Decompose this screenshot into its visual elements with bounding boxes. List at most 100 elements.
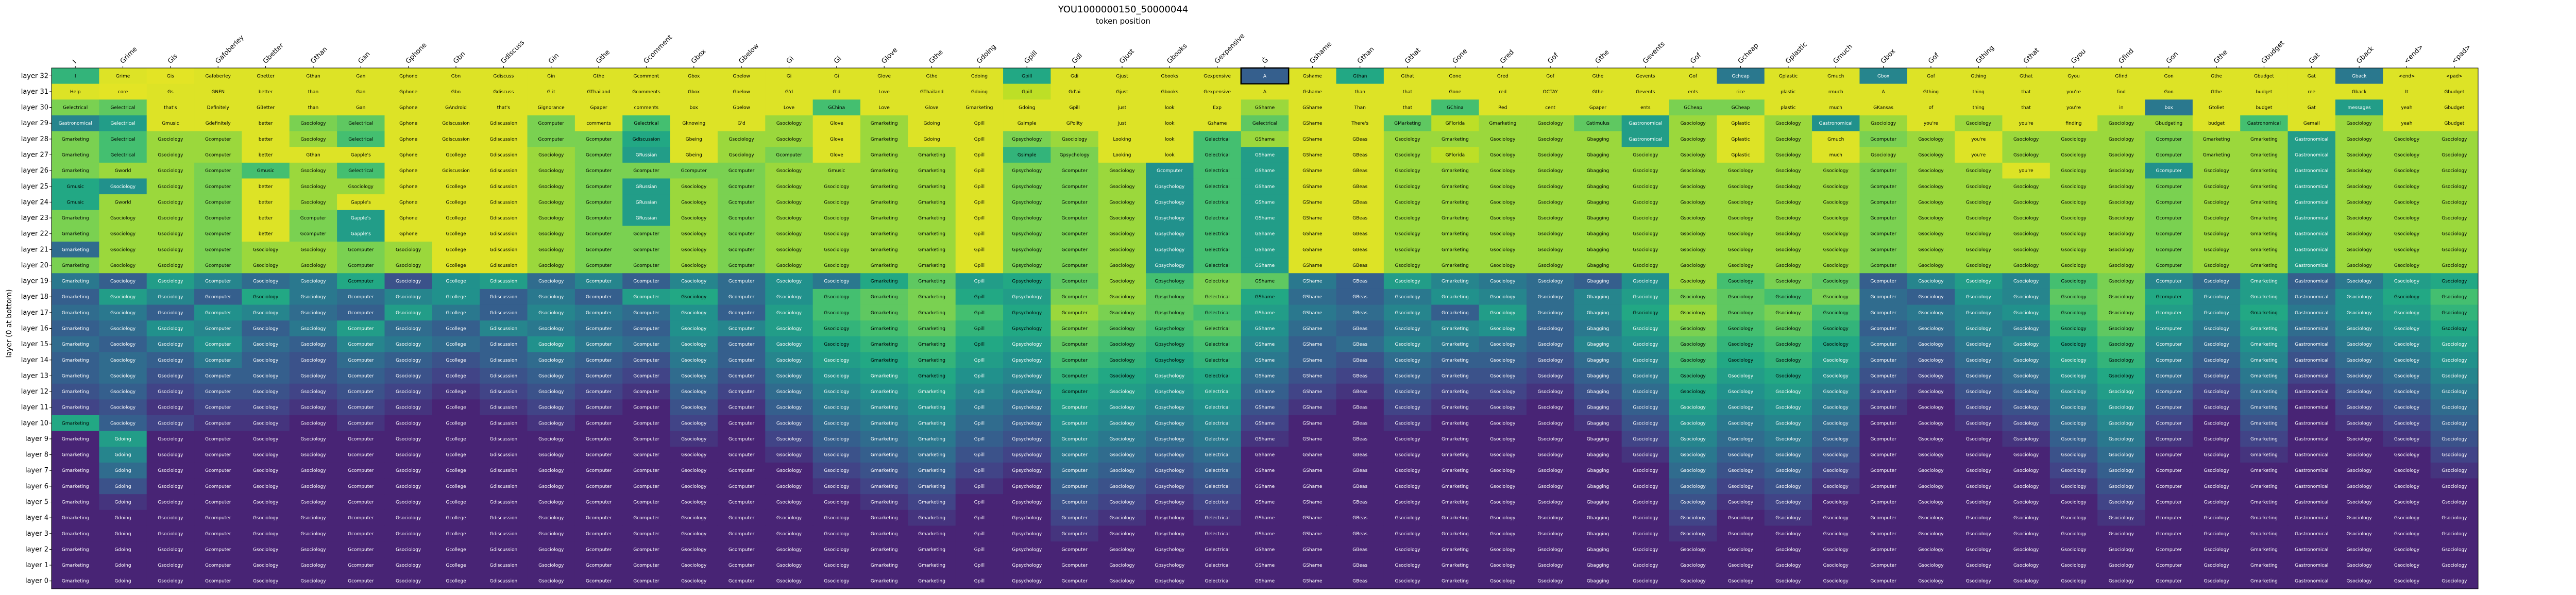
heatmap-cell-label: Gmarketing [2250,484,2278,489]
heatmap-cell [670,242,718,258]
heatmap-cell-label: Gsociology [1823,468,1849,473]
heatmap-cell-label: GBeas [1352,200,1367,205]
heatmap-cell-label: Gmarketing [918,295,945,300]
heatmap-cell [527,242,575,258]
heatmap-cell-label: Gsociology [1823,247,1849,252]
heatmap-cell-label: <pad> [2446,74,2463,79]
heatmap-cell-label: Gcomputer [205,200,231,205]
heatmap-cell-label: Gsociology [776,579,802,584]
heatmap-cell [1812,83,1860,100]
heatmap-cell-label: Gpsychology [1155,311,1185,316]
heatmap-cell-label: Gsociology [1395,311,1420,316]
heatmap-cell-label: Gsociology [1966,579,1992,584]
heatmap-cell [1479,147,1527,163]
heatmap-cell-label: Gsociology [1109,200,1135,205]
heatmap-cell-label: Gsociology [776,279,802,284]
heatmap-cell [1955,162,2003,179]
heatmap-cell [1859,178,1908,195]
heatmap-cell [146,242,195,258]
heatmap-cell-label: Gsociology [158,168,183,174]
heatmap-cell-label: Gcomputer [205,453,231,458]
heatmap-cell-label: Gmarketing [918,405,945,411]
heatmap-cell-label: Gmarketing [2250,279,2278,284]
heatmap-cell [1193,147,1242,163]
heatmap-cell-label: Gmarketing [2250,153,2278,158]
heatmap-cell [384,194,433,211]
heatmap-cell-label: Gsociology [2013,311,2039,316]
heatmap-cell-label: Gsociology [2347,563,2372,568]
heatmap-cell-label: GNFN [211,90,225,95]
heatmap-cell [1907,194,1955,211]
heatmap-cell [2240,210,2289,226]
heatmap-cell-label: Gbagging [1587,184,1609,190]
heatmap-cell-label: Gmarketing [871,342,898,347]
heatmap-cell-label: Gsociology [2061,137,2087,142]
heatmap-cell [194,83,242,100]
heatmap-cell [337,99,385,116]
heatmap-cell-label: Gsociology [1966,547,1992,552]
heatmap-cell-label: Gcomputer [1870,216,1896,221]
heatmap-cell-label: Gsociology [1728,295,1754,300]
heatmap-cell-label: Gsociology [1395,373,1420,379]
heatmap-cell-label: Gsociology [538,437,564,442]
heatmap-cell [480,210,528,226]
heatmap-cell-label: GBeas [1352,405,1367,411]
heatmap-cell-label: Gmarketing [62,342,89,347]
heatmap-cell [1193,194,1242,211]
heatmap-cell [1146,68,1194,84]
heatmap-cell [1241,162,1289,179]
heatmap-cell-label: Gmarketing [62,579,89,584]
heatmap-cell [1050,115,1099,132]
heatmap-cell [1479,242,1527,258]
heatmap-cell-label: Gsociology [1728,327,1754,332]
heatmap-cell-label: Gon [2164,90,2174,95]
heatmap-cell [574,131,623,147]
heatmap-cell-label: Gsociology [396,532,421,537]
heatmap-cell-label: Gsociology [1109,216,1135,221]
heatmap-cell [670,257,718,274]
heatmap-cell-label: Gsociology [2204,200,2229,205]
heatmap-cell-label: Gcollege [446,453,466,458]
heatmap-cell-label: Gelectrical [1205,184,1230,190]
heatmap-cell-label: Gelectrical [1205,153,1230,158]
heatmap-cell-label: Gcomputer [205,358,231,363]
heatmap-cell-label: Gsociology [1538,295,1564,300]
heatmap-cell-label: Gsociology [158,279,183,284]
heatmap-cell-label: Gsociology [1395,279,1420,284]
y-tick-label: layer 4 [25,514,48,522]
heatmap-cell-label: Gsociology [2061,532,2087,537]
heatmap-cell-label: Gcollege [446,484,466,489]
heatmap-cell-label: Gsociology [1681,311,1706,316]
heatmap-cell-label: Gsociology [1109,184,1135,190]
heatmap-cell-label: GShame [1302,389,1323,395]
heatmap-cell-label: Gsociology [1395,200,1420,205]
heatmap-cell-label: Gcomputer [348,342,374,347]
heatmap-cell [2287,68,2336,84]
heatmap-cell-label: Gsociology [2394,468,2420,473]
heatmap-cell-label: Gsociology [396,327,421,332]
heatmap-cell-label: Gmarketing [1442,547,1469,552]
heatmap-cell [860,147,908,163]
heatmap-cell-label: Gcomputer [1061,373,1088,379]
heatmap-cell-label: Gsociology [2204,342,2229,347]
x-tick-label: Grime [119,45,139,65]
heatmap-cell-label: Gcomputer [1870,484,1896,489]
heatmap-cell-label: Gsociology [1395,263,1420,268]
heatmap-cell-label: Gsociology [2061,468,2087,473]
heatmap-cell-label: Gsociology [1966,516,1992,521]
heatmap-cell-label: Gmarketing [1442,405,1469,411]
heatmap-cell-label: Gmarketing [918,484,945,489]
x-tick-label: Gi [785,55,795,65]
heatmap-cell-label: Gsociology [2013,327,2039,332]
heatmap-cell [574,115,623,132]
heatmap-cell-label: Gsociology [2061,516,2087,521]
heatmap-cell [1193,99,1242,116]
heatmap-cell [1241,83,1289,100]
heatmap-cell-label: Gmarketing [2250,342,2278,347]
heatmap-cell-label: Gsociology [1966,389,1992,395]
heatmap-cell-label: Gsociology [1918,373,1944,379]
x-tick-label: Gof [1689,52,1703,65]
heatmap-cell [2097,83,2146,100]
heatmap-cell-label: cent [1545,106,1555,111]
heatmap-cell-label: Gelectrical [1205,263,1230,268]
